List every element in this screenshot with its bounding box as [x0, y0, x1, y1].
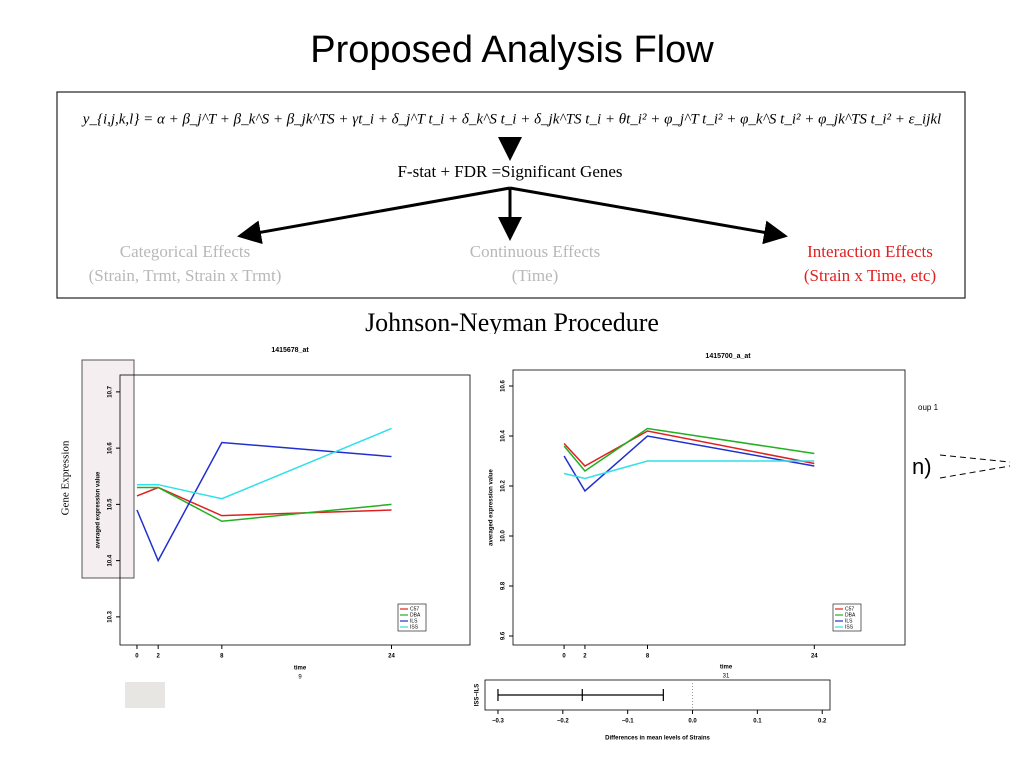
- x-tick-label: 0.0: [688, 719, 697, 725]
- arrow: [237, 186, 511, 245]
- x-tick-label: 0: [135, 654, 139, 660]
- backdrop: [0, 334, 1024, 768]
- fragment: n): [912, 454, 932, 479]
- legend-label: ILS: [845, 618, 853, 624]
- x-tick-label: 0.2: [818, 719, 827, 725]
- series-line: [136, 427, 392, 500]
- side-label: Gene Expression: [60, 440, 72, 515]
- legend-label: C57: [410, 606, 419, 612]
- series-line: [136, 486, 392, 523]
- x-tick-label: −0.1: [622, 719, 635, 725]
- y-tick-label: 10.2: [501, 480, 507, 492]
- x-tick-label: 2: [583, 654, 587, 660]
- x-tick-label: 0.1: [753, 719, 762, 725]
- series-line: [563, 435, 815, 493]
- x-tick-label: −0.2: [557, 719, 570, 725]
- y-tick-label: 10.0: [501, 530, 507, 542]
- y-label: averaged expression value: [96, 471, 102, 548]
- fragment-note: oup 1: [918, 403, 939, 412]
- step: F-stat + FDR =Significant Genes: [397, 162, 622, 181]
- fragment-line: [939, 465, 1011, 479]
- plot-frame: [484, 679, 831, 711]
- x-note: 9: [298, 675, 302, 681]
- x-note: 31: [723, 674, 730, 680]
- plot-title: 1415678_at: [271, 347, 309, 354]
- arrow: [509, 186, 788, 245]
- series-line: [563, 460, 815, 480]
- slide-title: Proposed Analysis Flow: [310, 29, 714, 71]
- y-label: averaged expression value: [489, 468, 495, 545]
- plot-title: 1415700_a_at: [705, 353, 751, 360]
- plot-frame: [119, 374, 471, 646]
- y-tick-label: 10.4: [108, 554, 114, 566]
- series-line: [563, 430, 815, 467]
- x-tick-label: 24: [388, 654, 395, 660]
- y-label: ISS−ILS: [475, 684, 481, 707]
- x-tick-label: 8: [646, 654, 650, 660]
- x-tick-label: 8: [220, 654, 224, 660]
- model-box: [56, 91, 966, 299]
- series-line: [136, 441, 392, 563]
- x-tick-label: 2: [157, 654, 161, 660]
- subtitle: Johnson-Neyman Procedure: [365, 308, 659, 337]
- x-tick-label: 0: [562, 654, 566, 660]
- y-tick-label: 10.5: [108, 498, 114, 510]
- branch-detail: (Strain x Time, etc): [804, 266, 936, 285]
- x-tick-label: −0.3: [492, 719, 505, 725]
- branch-label: Interaction Effects: [807, 242, 933, 261]
- legend-label: DBA: [845, 612, 856, 618]
- legend-label: ISS: [845, 624, 854, 630]
- legend-label: C57: [845, 606, 854, 612]
- x-tick-label: 24: [811, 654, 818, 660]
- legend-label: DBA: [410, 612, 421, 618]
- side-image: [81, 359, 135, 579]
- y-tick-label: 10.4: [501, 430, 507, 442]
- legend-label: ILS: [410, 618, 418, 624]
- branch-detail: (Time): [512, 266, 559, 285]
- branch-label: Categorical Effects: [120, 242, 250, 261]
- y-tick-label: 9.8: [501, 581, 507, 590]
- branch-label: Continuous Effects: [470, 242, 600, 261]
- x-label: time: [720, 665, 733, 671]
- fragment-line: [939, 454, 1011, 463]
- branch-detail: (Strain, Trmt, Strain x Trmt): [89, 266, 282, 285]
- thumb: [125, 682, 165, 708]
- y-tick-label: 10.6: [501, 380, 507, 392]
- y-tick-label: 10.7: [108, 385, 114, 397]
- plot-frame: [512, 369, 906, 646]
- y-tick-label: 10.6: [108, 442, 114, 454]
- legend-label: ISS: [410, 624, 419, 630]
- y-tick-label: 10.3: [108, 610, 114, 622]
- series-line: [563, 427, 815, 473]
- x-label: Differences in mean levels of Strains: [605, 736, 710, 742]
- x-label: time: [294, 666, 307, 672]
- y-tick-label: 9.6: [501, 631, 507, 640]
- equation: y_{i,j,k,l} = α + β_j^T + β_k^S + β_jk^T…: [81, 111, 941, 127]
